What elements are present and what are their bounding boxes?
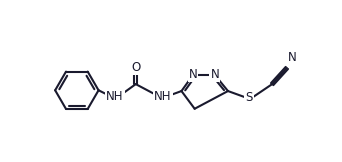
Text: N: N — [189, 68, 197, 81]
Text: O: O — [131, 61, 140, 74]
Text: NH: NH — [106, 90, 123, 103]
Text: NH: NH — [154, 90, 172, 103]
Text: N: N — [288, 52, 297, 64]
Text: S: S — [245, 91, 253, 104]
Text: N: N — [210, 68, 219, 81]
